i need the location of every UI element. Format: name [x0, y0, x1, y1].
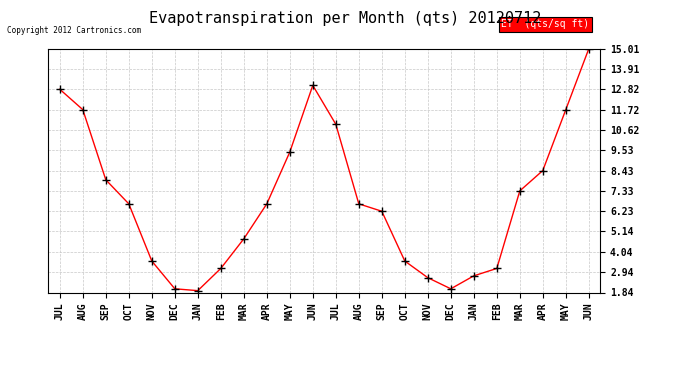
Point [55, 86, 66, 92]
Point [560, 106, 571, 112]
Point [262, 201, 273, 207]
Text: Copyright 2012 Cartronics.com: Copyright 2012 Cartronics.com [7, 26, 141, 35]
Text: Evapotranspiration per Month (qts) 20120712: Evapotranspiration per Month (qts) 20120… [149, 11, 541, 26]
Text: ET  (qts/sq ft): ET (qts/sq ft) [501, 19, 589, 29]
Point [215, 266, 226, 272]
Point [491, 266, 502, 272]
Point [376, 208, 387, 214]
Point [238, 236, 249, 242]
Point [400, 258, 411, 264]
Point [100, 177, 111, 183]
Point [169, 286, 180, 292]
Point [124, 201, 135, 207]
Point [422, 275, 433, 281]
Point [514, 188, 525, 194]
Point [353, 201, 364, 207]
Point [331, 121, 342, 127]
Point [77, 106, 88, 112]
Point [445, 286, 456, 292]
Point [193, 288, 204, 294]
Point [469, 273, 480, 279]
Point [307, 82, 318, 88]
Point [538, 168, 549, 174]
Point [583, 46, 594, 52]
Point [284, 149, 295, 155]
Point [146, 258, 157, 264]
